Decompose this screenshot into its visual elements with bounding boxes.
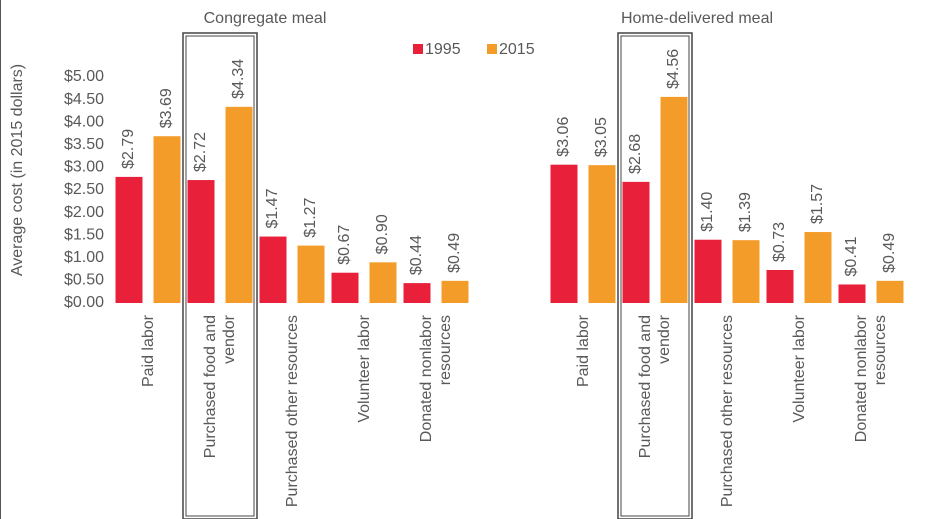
highlight-box-inner [620, 35, 690, 517]
bar [369, 262, 397, 303]
bar [660, 96, 688, 303]
value-label: $1.27 [302, 197, 319, 237]
x-tick-label: Purchased food and vendor [202, 315, 238, 459]
bar [187, 180, 215, 303]
bar [732, 240, 760, 303]
chart-title: Home-delivered meal [621, 10, 773, 27]
x-tick-label: Paid labor [574, 315, 592, 388]
bar [259, 236, 287, 303]
y-tick-label: $1.00 [64, 249, 104, 266]
highlight-box [182, 32, 258, 519]
bar [403, 283, 431, 303]
bar [225, 106, 253, 303]
y-tick-label: $3.50 [64, 136, 104, 153]
value-label: $3.05 [593, 117, 610, 157]
value-label: $0.73 [771, 222, 788, 262]
bar [153, 136, 181, 303]
value-label: $4.56 [665, 49, 682, 89]
bar [297, 245, 325, 303]
y-tick-label: $2.00 [64, 204, 104, 221]
value-label: $3.69 [158, 88, 175, 128]
y-tick-label: $5.00 [64, 68, 104, 85]
y-axis-label: Average cost (in 2015 dollars) [9, 64, 26, 276]
x-tick-label: Paid labor [139, 315, 157, 388]
value-label: $3.06 [555, 117, 572, 157]
legend-swatch [487, 44, 497, 54]
bar [550, 164, 578, 303]
bar [876, 280, 904, 303]
value-label: $2.68 [627, 134, 644, 174]
bar [115, 176, 143, 303]
x-tick-label: Purchased food and vendor [637, 315, 673, 459]
x-tick-label: Purchased other resources [283, 315, 301, 508]
y-tick-label: $2.50 [64, 181, 104, 198]
y-tick-label: $0.00 [64, 294, 104, 311]
y-tick-label: $0.50 [64, 272, 104, 289]
value-label: $2.72 [192, 132, 209, 172]
bar [838, 284, 866, 303]
value-label: $0.41 [843, 236, 860, 276]
value-label: $1.57 [809, 184, 826, 224]
x-tick-label: Donated nonlabor resources [418, 315, 454, 443]
value-label: $0.49 [446, 233, 463, 273]
chart-title: Congregate meal [204, 10, 327, 27]
legend-label: 2015 [499, 41, 535, 58]
value-label: $0.49 [881, 233, 898, 273]
x-tick-label: Purchased other resources [718, 315, 736, 508]
y-tick-label: $1.50 [64, 226, 104, 243]
x-tick-label: Donated nonlabor resources [853, 315, 889, 443]
highlight-box [617, 32, 693, 519]
value-label: $0.67 [336, 225, 353, 265]
value-label: $1.40 [699, 192, 716, 232]
y-tick-label: $4.00 [64, 113, 104, 130]
value-label: $2.79 [120, 129, 137, 169]
value-label: $0.90 [374, 214, 391, 254]
value-label: $1.39 [737, 192, 754, 232]
bar [441, 280, 469, 303]
bar [588, 165, 616, 303]
legend-label: 1995 [425, 41, 461, 58]
value-label: $4.34 [230, 59, 247, 99]
bar [622, 181, 650, 303]
value-label: $1.47 [264, 188, 281, 228]
highlight-box-inner [185, 35, 255, 517]
bar [766, 270, 794, 303]
value-label: $0.44 [408, 235, 425, 275]
x-tick-label: Volunteer labor [790, 315, 808, 423]
x-tick-label: Volunteer labor [355, 315, 373, 423]
bar [331, 272, 359, 303]
bar [804, 232, 832, 303]
y-tick-label: $3.00 [64, 159, 104, 176]
y-tick-label: $4.50 [64, 91, 104, 108]
legend-swatch [413, 44, 423, 54]
bar [694, 239, 722, 303]
